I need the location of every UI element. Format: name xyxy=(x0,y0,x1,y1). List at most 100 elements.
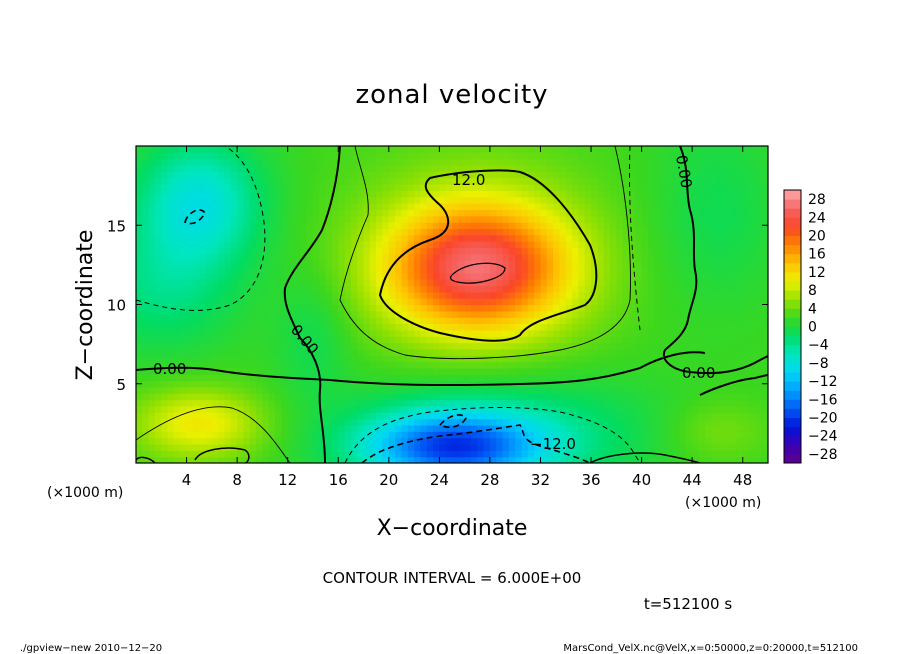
heatmap-cell xyxy=(515,367,523,375)
heatmap-cell xyxy=(749,424,756,432)
heatmap-cell xyxy=(256,374,263,382)
heatmap-cell xyxy=(464,171,472,179)
heatmap-cell xyxy=(458,348,466,356)
heatmap-cell xyxy=(369,418,377,426)
heatmap-cell xyxy=(616,222,624,230)
heatmap-cell xyxy=(597,323,605,331)
heatmap-cell xyxy=(673,196,681,204)
heatmap-cell xyxy=(736,367,744,375)
heatmap-cell xyxy=(470,215,478,223)
heatmap-cell xyxy=(331,317,339,325)
heatmap-cell xyxy=(275,241,282,249)
heatmap-cell xyxy=(452,158,459,166)
heatmap-cell xyxy=(534,393,542,401)
heatmap-cell xyxy=(742,348,750,356)
heatmap-cell xyxy=(603,203,611,210)
heatmap-cell xyxy=(224,361,232,369)
heatmap-cell xyxy=(224,222,232,230)
heatmap-cell xyxy=(331,165,339,172)
heatmap-cell xyxy=(167,190,175,198)
heatmap-cell xyxy=(515,431,523,439)
heatmap-cell xyxy=(559,361,567,369)
heatmap-cell xyxy=(704,367,712,375)
heatmap-cell xyxy=(534,323,542,331)
heatmap-cell xyxy=(673,424,681,432)
heatmap-cell xyxy=(698,405,706,413)
heatmap-cell xyxy=(673,184,681,191)
heatmap-cell xyxy=(483,329,491,337)
heatmap-cell xyxy=(357,418,365,426)
heatmap-cell xyxy=(382,412,390,420)
heatmap-cell xyxy=(496,418,504,426)
heatmap-cell xyxy=(445,304,453,312)
heatmap-cell xyxy=(287,355,295,363)
heatmap-cell xyxy=(186,399,194,407)
heatmap-cell xyxy=(369,298,377,306)
heatmap-cell xyxy=(736,228,744,236)
heatmap-cell xyxy=(452,424,459,432)
heatmap-cell xyxy=(294,146,301,153)
heatmap-cell xyxy=(489,209,497,217)
heatmap-cell xyxy=(218,424,226,432)
heatmap-cell xyxy=(553,443,561,451)
heatmap-cell xyxy=(205,260,213,268)
heatmap-cell xyxy=(167,342,175,350)
heatmap-cell xyxy=(559,380,567,388)
heatmap-cell xyxy=(344,348,352,356)
heatmap-cell xyxy=(553,424,561,432)
heatmap-cell xyxy=(470,323,478,331)
heatmap-cell xyxy=(407,298,415,306)
heatmap-cell xyxy=(502,393,510,401)
heatmap-cell xyxy=(464,431,472,439)
heatmap-cell xyxy=(477,298,485,306)
heatmap-cell xyxy=(180,291,188,299)
heatmap-cell xyxy=(376,399,384,407)
heatmap-cell xyxy=(224,355,232,363)
heatmap-cell xyxy=(433,304,440,312)
heatmap-cell xyxy=(654,291,662,299)
heatmap-cell xyxy=(616,418,624,426)
heatmap-cell xyxy=(749,450,756,458)
heatmap-cell xyxy=(540,418,548,426)
heatmap-cell xyxy=(249,405,257,413)
heatmap-cell xyxy=(344,393,352,401)
heatmap-cell xyxy=(559,209,567,217)
heatmap-cell xyxy=(559,171,567,179)
heatmap-cell xyxy=(464,209,472,217)
heatmap-cell xyxy=(610,260,617,268)
heatmap-cell xyxy=(635,279,643,287)
heatmap-cell xyxy=(470,412,478,420)
heatmap-cell xyxy=(654,412,662,420)
heatmap-cell xyxy=(553,146,561,153)
heatmap-cell xyxy=(755,348,763,356)
heatmap-cell xyxy=(325,253,333,261)
heatmap-cell xyxy=(730,165,737,172)
heatmap-cell xyxy=(173,190,181,198)
heatmap-cell xyxy=(458,386,466,394)
heatmap-cell xyxy=(136,355,143,363)
heatmap-cell xyxy=(616,355,624,363)
heatmap-cell xyxy=(445,146,453,153)
heatmap-cell xyxy=(572,158,579,166)
heatmap-cell xyxy=(136,215,143,223)
heatmap-cell xyxy=(641,450,649,458)
heatmap-cell xyxy=(186,260,194,268)
heatmap-cell xyxy=(527,304,535,312)
heatmap-cell xyxy=(591,329,598,337)
heatmap-cell xyxy=(154,247,162,255)
heatmap-cell xyxy=(565,158,573,166)
heatmap-cell xyxy=(173,146,181,153)
heatmap-cell xyxy=(660,380,668,388)
heatmap-cell xyxy=(603,234,611,242)
heatmap-cell xyxy=(540,215,548,223)
heatmap-cell xyxy=(306,310,314,318)
heatmap-cell xyxy=(224,437,232,445)
heatmap-cell xyxy=(439,304,447,312)
heatmap-cell xyxy=(616,412,624,420)
heatmap-cell xyxy=(395,342,403,350)
heatmap-cell xyxy=(306,399,314,407)
heatmap-cell xyxy=(294,361,301,369)
heatmap-cell xyxy=(749,386,756,394)
heatmap-cell xyxy=(679,386,687,394)
heatmap-cell xyxy=(458,146,466,153)
